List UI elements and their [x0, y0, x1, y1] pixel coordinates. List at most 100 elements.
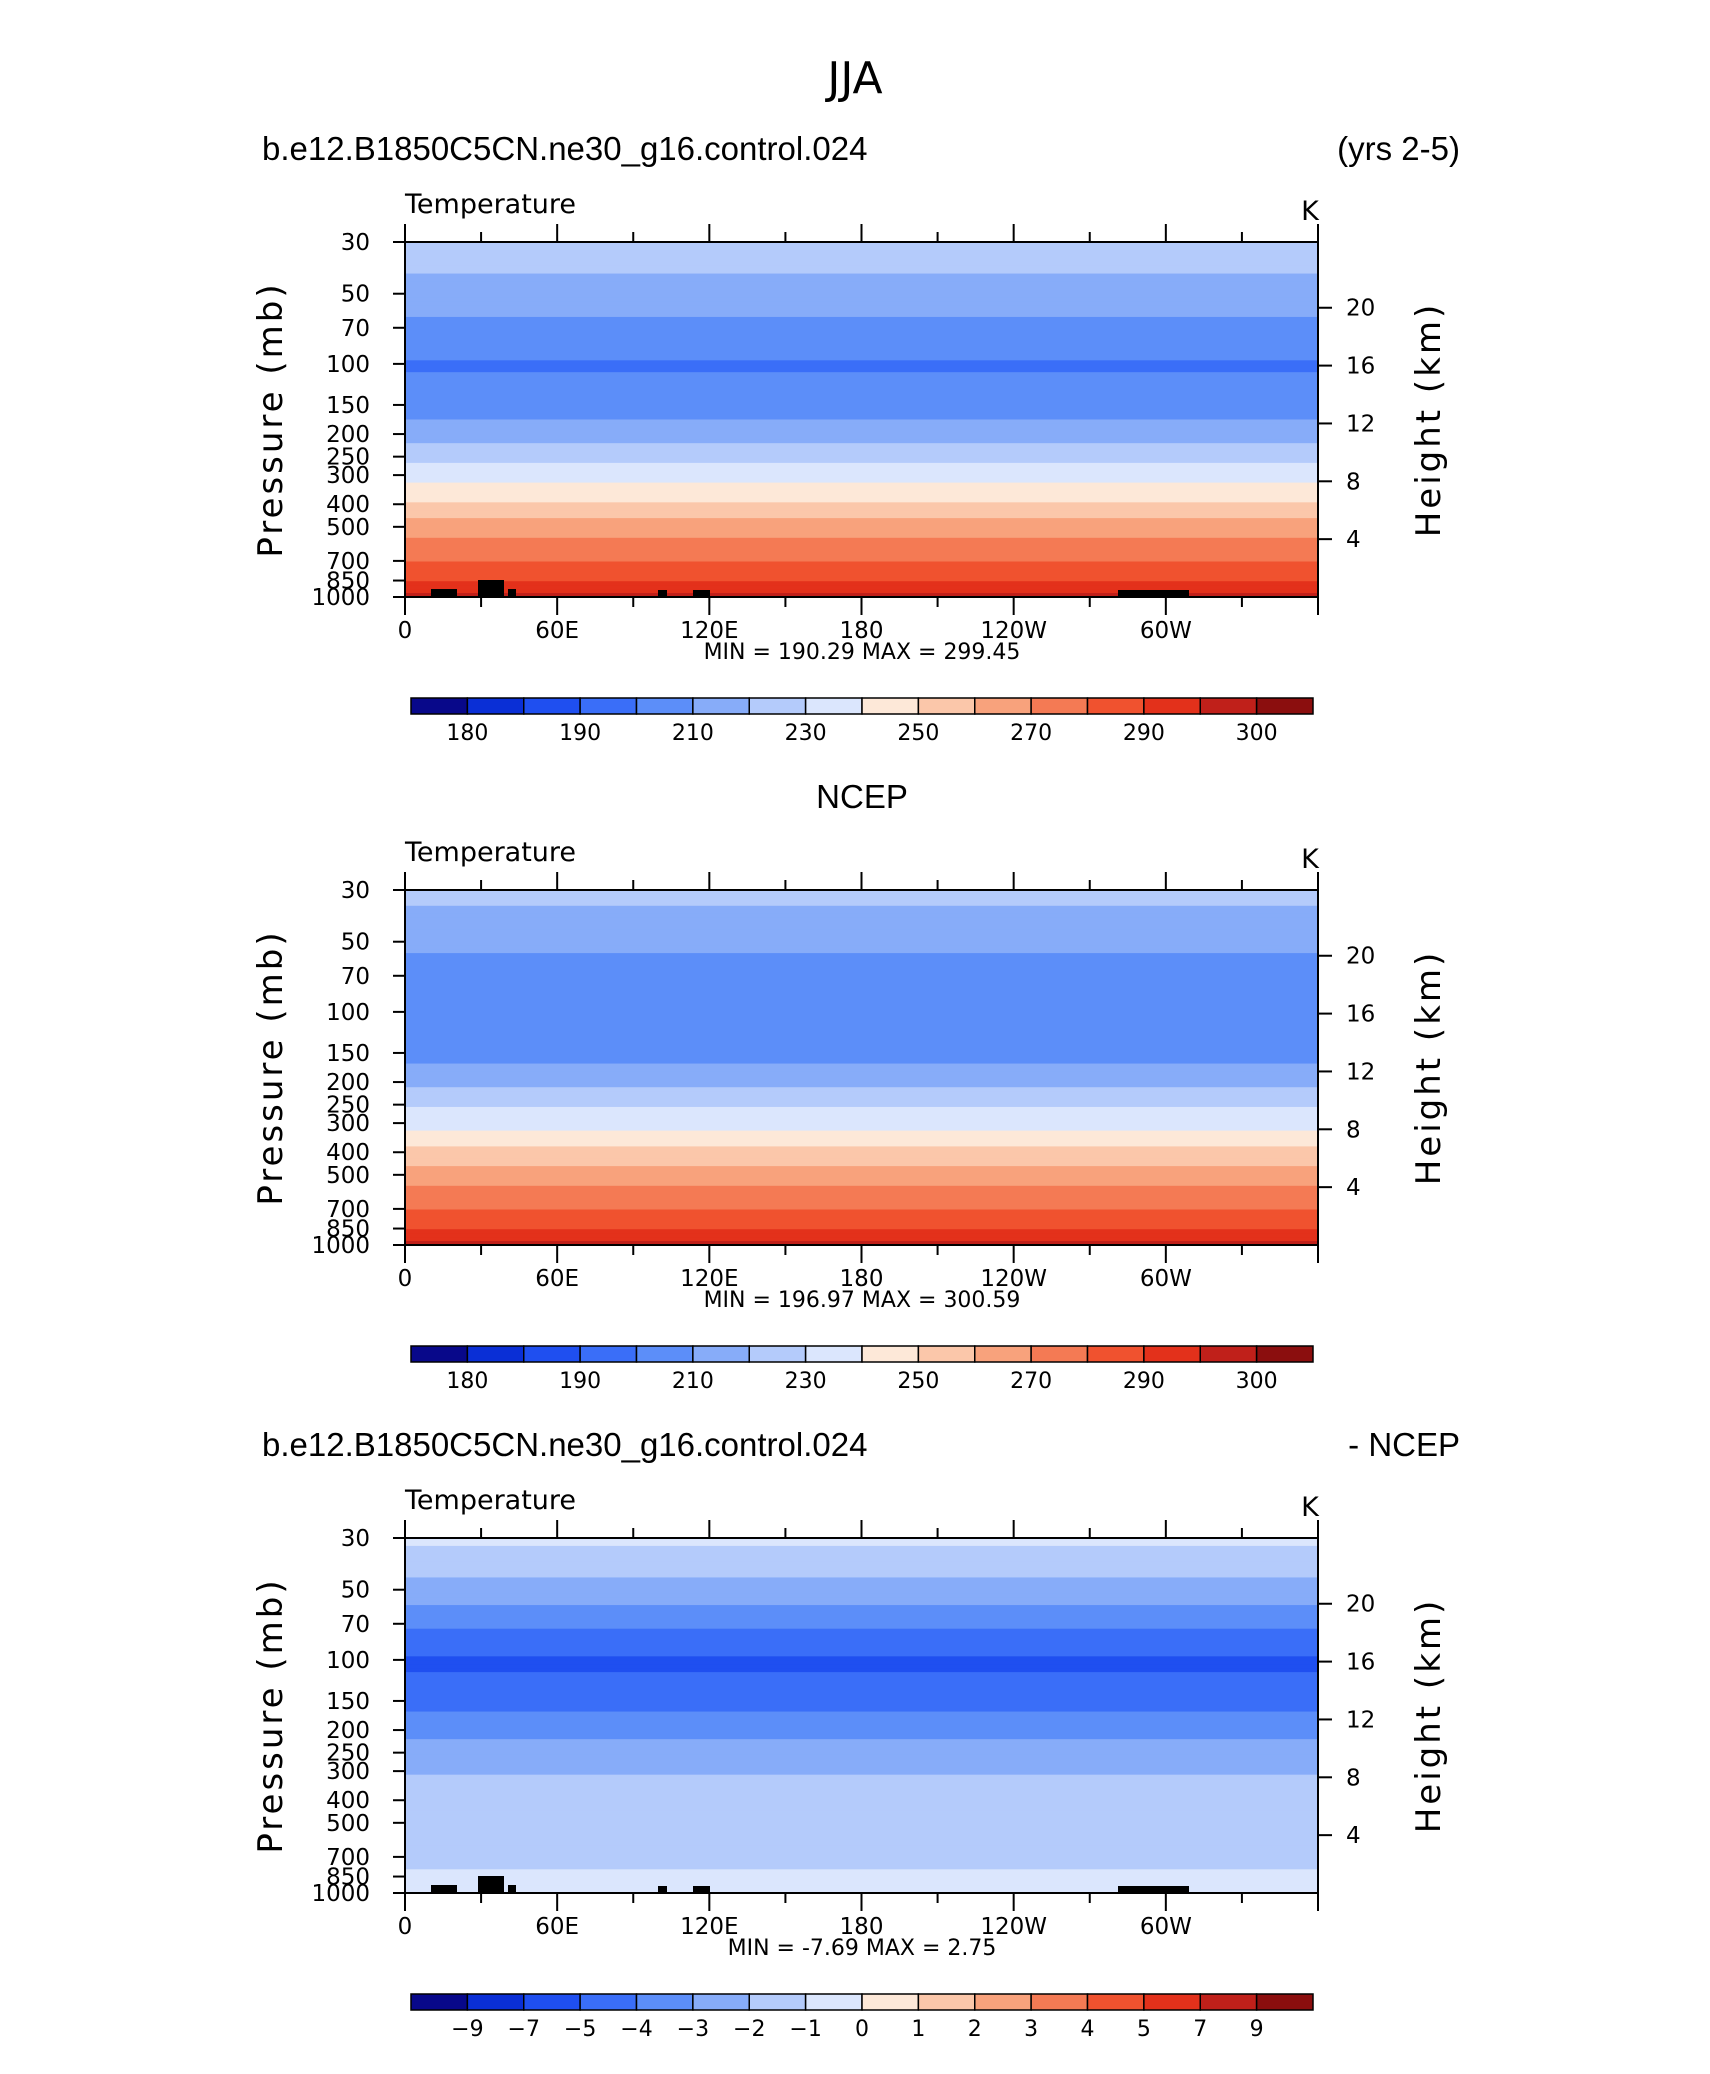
colorbar-swatch — [635, 1345, 694, 1363]
contour-band — [405, 1545, 1318, 1551]
panel-header-left: b.e12.B1850C5CN.ne30_g16.control.024 — [262, 1426, 867, 1463]
contour-band — [405, 297, 1318, 302]
contour-band — [405, 1825, 1318, 1831]
contour-band — [405, 1012, 1318, 1017]
contour-band — [405, 589, 1318, 594]
contour-band — [405, 1237, 1318, 1242]
y-axis-label-right: Height (km) — [1409, 1598, 1449, 1834]
contour-band — [405, 890, 1318, 895]
contour-band — [405, 1782, 1318, 1788]
y-axis-label-right: Height (km) — [1409, 950, 1449, 1186]
contour-band — [405, 1865, 1318, 1870]
y-axis-height: 20 16 12 8 4 — [1318, 1592, 1375, 1849]
contour-band — [405, 1573, 1318, 1579]
contour-band — [405, 897, 1318, 903]
contour-band — [405, 1079, 1318, 1084]
colorbar-swatch — [1255, 697, 1314, 715]
contour-band — [405, 1213, 1318, 1218]
colorbar-label: −7 — [508, 2017, 540, 2042]
y-right-tick-label: 4 — [1346, 1823, 1361, 1849]
colorbar-label: 190 — [559, 1369, 601, 1394]
colorbar-label: 180 — [446, 721, 488, 746]
stats-line: MIN = 190.29 MAX = 299.45 — [704, 640, 1021, 665]
contour-band — [405, 585, 1318, 590]
colorbar-swatch — [861, 697, 920, 715]
contour-band — [405, 1849, 1318, 1855]
contour-band — [405, 1778, 1318, 1784]
contour-band — [405, 1802, 1318, 1807]
contour-band — [405, 411, 1318, 417]
contour-band — [405, 577, 1318, 582]
panel-title: Temperature — [404, 1485, 576, 1516]
y-right-tick-label: 8 — [1346, 1765, 1361, 1791]
contour-band — [405, 403, 1318, 409]
colorbar-swatch — [1143, 697, 1201, 715]
contour-band — [405, 1075, 1318, 1080]
colorbar-label: −5 — [564, 2017, 596, 2042]
contour-band — [405, 309, 1318, 314]
contour-band — [405, 1695, 1318, 1701]
colorbar-swatch — [1199, 697, 1258, 715]
y-right-tick-label: 4 — [1346, 527, 1361, 553]
contour-band — [405, 1640, 1318, 1646]
contour-band — [405, 1593, 1318, 1598]
contour-band — [405, 249, 1318, 255]
colorbar-swatch — [1086, 697, 1145, 715]
x-tick-label: 0 — [398, 1914, 413, 1940]
contour-band — [405, 1166, 1318, 1171]
y-tick-label: 300 — [326, 463, 370, 489]
contour-band — [405, 569, 1318, 574]
contour-band — [405, 1616, 1318, 1622]
contour-band — [405, 1691, 1318, 1697]
contour-band — [405, 364, 1318, 369]
contour-band — [405, 1648, 1318, 1653]
contour-band — [405, 1806, 1318, 1811]
colorbar-swatch — [1255, 1345, 1314, 1363]
contour-band — [405, 1095, 1318, 1100]
contour-band — [405, 1770, 1318, 1776]
contour-band — [405, 992, 1318, 998]
y-axis-label: Pressure (mb) — [251, 1577, 291, 1853]
contour-band — [405, 941, 1318, 946]
contour-band — [405, 1723, 1318, 1728]
y-tick-label: 400 — [326, 1788, 370, 1814]
y-tick-label: 100 — [326, 352, 370, 378]
x-tick-label: 60W — [1140, 1914, 1192, 1940]
y-axis-label-right: Height (km) — [1409, 302, 1449, 538]
colorbar-label: 1 — [911, 2017, 925, 2042]
contour-band — [405, 1703, 1318, 1709]
contour-band — [405, 1632, 1318, 1638]
x-tick-label: 180 — [840, 1266, 884, 1292]
contour-band — [405, 1683, 1318, 1689]
contour-band — [405, 478, 1318, 484]
contour-band — [405, 1091, 1318, 1096]
y-tick-label: 50 — [341, 282, 370, 308]
contour-band — [405, 1589, 1318, 1594]
contour-band — [405, 1841, 1318, 1847]
stat-min: -7.69 — [802, 1936, 866, 1961]
panel-units: K — [1301, 1492, 1320, 1523]
contour-band — [405, 514, 1318, 519]
contour-band — [405, 1814, 1318, 1819]
contour-bands — [405, 890, 1318, 1246]
contour-band — [405, 1762, 1318, 1768]
colorbar-swatch — [466, 1345, 525, 1363]
y-tick-label: 250 — [326, 445, 370, 471]
contour-band — [405, 1877, 1318, 1882]
contour-band — [405, 407, 1318, 413]
x-tick-label: 120W — [980, 1914, 1047, 1940]
contour-bands — [405, 1538, 1318, 1894]
contour-band — [405, 984, 1318, 990]
contour-band — [405, 913, 1318, 919]
colorbar-label: 270 — [1010, 721, 1052, 746]
contour-band — [405, 1221, 1318, 1226]
colorbar: −9 −7 −5 −4 −3 −2 −1 0 1 2 3 4 5 7 9 — [410, 1993, 1314, 2042]
y-tick-label: 150 — [326, 1689, 370, 1715]
y-right-tick-label: 8 — [1346, 469, 1361, 495]
contour-band — [405, 1561, 1318, 1567]
contour-band — [405, 1747, 1318, 1752]
contour-band — [405, 964, 1318, 970]
colorbar-label: 5 — [1137, 2017, 1151, 2042]
contour-band — [405, 1020, 1318, 1025]
